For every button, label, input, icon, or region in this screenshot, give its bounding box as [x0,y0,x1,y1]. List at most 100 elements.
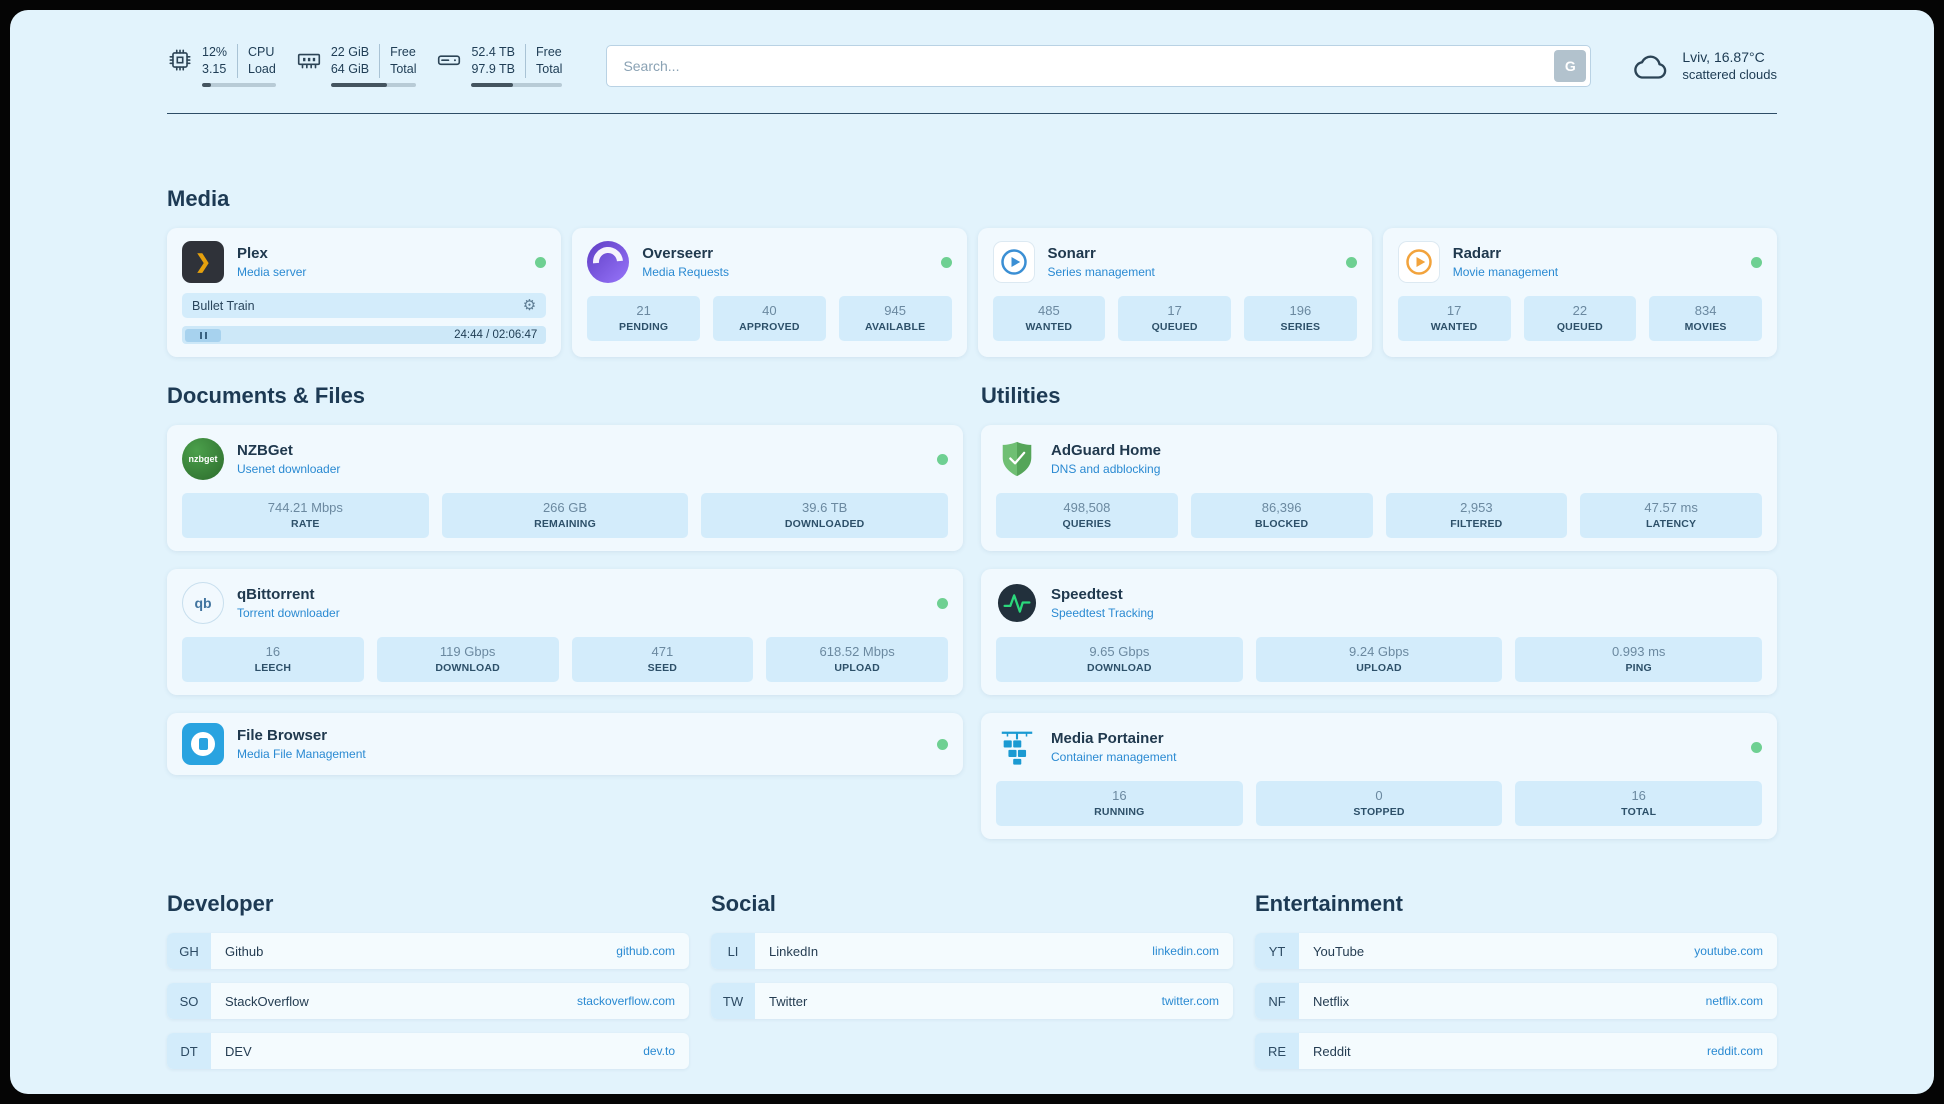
stat-box: 471 SEED [571,637,754,682]
stats-row: 16 LEECH 119 Gbps DOWNLOAD 471 SEED [182,637,948,682]
bookmark-url-link[interactable]: linkedin.com [1152,944,1219,958]
stat-label: AVAILABLE [864,321,926,333]
card-radarr[interactable]: Radarr Movie management 17 WANTED 22 QUE… [1382,228,1777,357]
card-subtitle: Media Requests [642,265,729,279]
search-engine-button[interactable]: G [1554,49,1587,82]
bookmark-netflix[interactable]: NF Netflix netflix.com [1255,983,1777,1019]
card-speedtest[interactable]: Speedtest Speedtest Tracking 9.65 Gbps D… [981,569,1777,695]
stat-value: 618.52 Mbps [819,644,895,659]
speedtest-icon [996,582,1038,624]
card-subtitle: DNS and adblocking [1051,462,1161,476]
bookmark-linkedin[interactable]: LI LinkedIn linkedin.com [711,933,1233,969]
stat-value: 0 [1375,788,1383,803]
card-title: AdGuard Home [1051,442,1162,459]
disk-free-value: 52.4 TB [471,45,516,59]
stat-value: 86,396 [1261,500,1302,515]
stat-label: DOWNLOAD [435,662,500,674]
card-title: File Browser [237,727,328,744]
status-dot [1345,256,1357,268]
bookmark-url-link[interactable]: stackoverflow.com [576,994,675,1008]
stats-row: 21 PENDING 40 APPROVED 945 AVAILABLE [587,296,952,341]
bookmark-url-link[interactable]: github.com [616,944,675,958]
card-overseerr[interactable]: Overseerr Media Requests 21 PENDING 40 A… [572,228,967,357]
stat-label: STOPPED [1353,806,1405,818]
card-header-text: Overseerr Media Requests [642,245,729,279]
dashboard-page: 12% 3.15 CPU Load [10,10,1934,1094]
stat-value: 9.24 Gbps [1349,644,1409,659]
card-header-text: Media Portainer Container management [1051,730,1176,764]
bookmark-url-link[interactable]: dev.to [643,1044,675,1058]
bookmark-stackoverflow[interactable]: SO StackOverflow stackoverflow.com [167,983,689,1019]
stat-value: 2,953 [1460,500,1493,515]
card-title: qBittorrent [237,586,315,603]
status-dot [1751,741,1762,753]
bookmark-name: LinkedIn [769,943,819,959]
card-header-text: Radarr Movie management [1453,245,1558,279]
cpu-usage-bar-fill [202,83,211,87]
sonarr-icon [992,241,1035,283]
card-header: AdGuard Home DNS and adblocking [996,438,1762,480]
bookmark-url-link[interactable]: twitter.com [1161,994,1219,1008]
bookmark-youtube[interactable]: YT YouTube youtube.com [1255,933,1777,969]
stat-label: UPLOAD [1356,662,1402,674]
stat-value: 16 [265,644,281,659]
ram-free-value: 22 GiB [330,45,370,59]
card-header: ❯ Plex Media server [182,241,547,283]
ram-icon [296,47,322,73]
filebrowser-icon [182,723,224,765]
status-dot [937,738,948,750]
bookmark-url-link[interactable]: netflix.com [1705,994,1763,1008]
card-sonarr[interactable]: Sonarr Series management 485 WANTED 17 Q… [977,228,1372,357]
status-dot [940,256,952,268]
search-input[interactable] [606,44,1592,87]
stat-box: 0 STOPPED [1255,781,1503,826]
playback-progress-bar[interactable]: 24:44 / 02:06:47 [182,326,547,344]
disk-total-label: Total [536,62,563,76]
card-plex[interactable]: ❯ Plex Media server Bullet Train ⚙ 24:44 [167,228,562,357]
hard-drive-icon [436,47,462,73]
documents-column: Documents & Files nzbget NZBGet Usenet d… [167,383,963,775]
bookmark-url-link[interactable]: reddit.com [1706,1044,1763,1058]
bookmark-abbr: YT [1255,933,1299,969]
cpu-usage-value: 12% [202,45,228,59]
radarr-icon [1397,241,1440,283]
section-title-entertainment: Entertainment [1255,891,1403,916]
bookmark-name: Twitter [769,993,808,1009]
bookmark-twitter[interactable]: TW Twitter twitter.com [711,983,1233,1019]
stat-box: 17 QUEUED [1118,296,1231,341]
stats-row: 744.21 Mbps RATE 266 GB REMAINING 39.6 T… [182,493,949,538]
bookmark-dev[interactable]: DT DEV dev.to [167,1033,689,1069]
card-portainer[interactable]: Media Portainer Container management 16 … [981,713,1777,839]
bookmark-reddit[interactable]: RE Reddit reddit.com [1255,1033,1777,1069]
stat-value: 498,508 [1063,500,1111,515]
ram-widget: 22 GiB 64 GiB Free Total [296,44,417,87]
gear-icon[interactable]: ⚙ [522,297,537,314]
card-nzbget[interactable]: nzbget NZBGet Usenet downloader 744.21 M… [167,425,963,551]
bookmark-url-link[interactable]: youtube.com [1694,944,1763,958]
stat-value: 17 [1167,303,1182,318]
ram-usage-bar-fill [330,83,388,87]
card-adguard[interactable]: AdGuard Home DNS and adblocking 498,508 … [981,425,1777,551]
section-title-social: Social [711,891,776,916]
stat-box: 945 AVAILABLE [838,296,952,341]
header-divider [167,113,1777,114]
ram-usage-bar [330,83,417,87]
stat-value: 22 [1572,303,1588,318]
card-filebrowser[interactable]: File Browser Media File Management [167,713,963,775]
stat-value: 17 [1446,303,1462,318]
utilities-stack: AdGuard Home DNS and adblocking 498,508 … [981,425,1777,839]
section-title-utilities: Utilities [981,383,1061,408]
disk-widget: 52.4 TB 97.9 TB Free Total [436,44,563,87]
stat-box: 21 PENDING [587,296,700,341]
stat-label: RUNNING [1094,806,1145,818]
ram-free-label: Free [390,45,416,59]
card-subtitle: Media File Management [237,747,366,761]
card-qbittorrent[interactable]: qb qBittorrent Torrent downloader 16 [167,569,963,695]
stat-value: 266 GB [542,500,588,515]
disk-widget-body: 52.4 TB 97.9 TB Free Total [471,44,563,87]
bookmark-github[interactable]: GH Github github.com [167,933,689,969]
pause-button[interactable] [185,328,221,342]
ram-total-value: 64 GiB [330,62,370,76]
stat-label: LEECH [254,662,292,674]
stat-label: QUEUED [1151,321,1198,333]
